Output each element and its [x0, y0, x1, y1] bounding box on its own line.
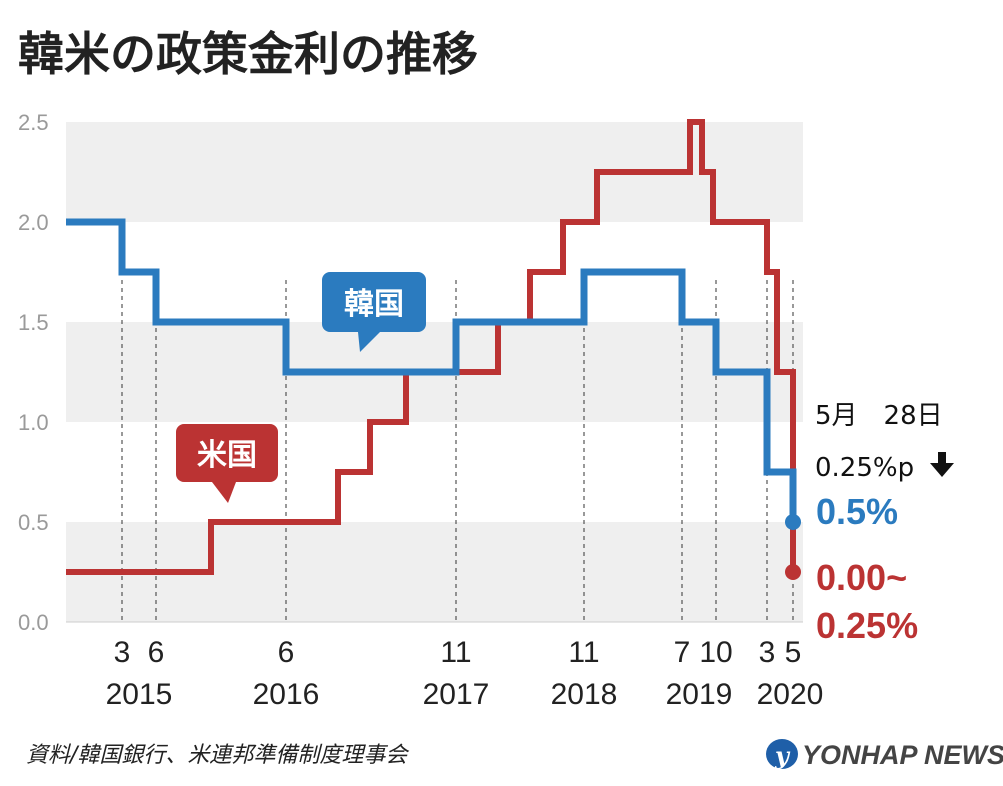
x-month-label: 7: [674, 636, 691, 669]
x-month-label: 3: [114, 636, 131, 669]
x-month-label: 6: [148, 636, 165, 669]
korea-series-label: 韓国: [322, 272, 426, 352]
chart-title: 韓米の政策金利の推移: [18, 27, 478, 81]
us-end-value-line2: 0.25%: [816, 605, 918, 646]
annotation-change: 0.25%p: [815, 453, 914, 483]
korea-end-point: [785, 514, 801, 530]
y-tick-label: 1.0: [18, 410, 49, 435]
korea-label-text: 韓国: [344, 287, 404, 322]
y-tick-label: 2.5: [18, 110, 49, 135]
x-year-label: 2017: [423, 678, 490, 711]
x-month-label: 10: [699, 636, 732, 669]
us-end-point: [785, 564, 801, 580]
svg-text:y: y: [774, 741, 791, 770]
us-end-value-line1: 0.00~: [816, 557, 907, 598]
x-year-label: 2015: [106, 678, 173, 711]
y-tick-label: 1.5: [18, 310, 49, 335]
series-lines: [66, 119, 801, 580]
annotation-date: 5月 28日: [815, 401, 943, 431]
us-rate-line: [66, 119, 796, 575]
x-year-label: 2016: [253, 678, 320, 711]
y-tick-label: 2.0: [18, 210, 49, 235]
us-series-label: 米国: [176, 424, 278, 503]
y-tick-label: 0.0: [18, 610, 49, 635]
x-month-label: 5: [785, 636, 802, 669]
x-year-label: 2020: [757, 678, 824, 711]
x-year-label: 2018: [551, 678, 618, 711]
x-month-label: 3: [759, 636, 776, 669]
y-tick-label: 0.5: [18, 510, 49, 535]
x-year-label: 2019: [666, 678, 733, 711]
korea-rate-line: [66, 218, 797, 522]
x-month-label: 6: [278, 636, 295, 669]
brand-name: YONHAP NEWS: [802, 740, 1003, 770]
down-arrow-icon: [930, 452, 954, 477]
korea-end-value: 0.5%: [816, 491, 898, 532]
us-label-text: 米国: [197, 438, 257, 473]
source-text: 資料/韓国銀行、米連邦準備制度理事会: [26, 743, 409, 768]
yonhap-logo: y YONHAP NEWS: [766, 739, 1003, 770]
x-month-label: 11: [568, 636, 599, 669]
y-axis-ticks: 0.0 0.5 1.0 1.5 2.0 2.5: [18, 110, 803, 635]
x-month-label: 11: [440, 636, 471, 669]
